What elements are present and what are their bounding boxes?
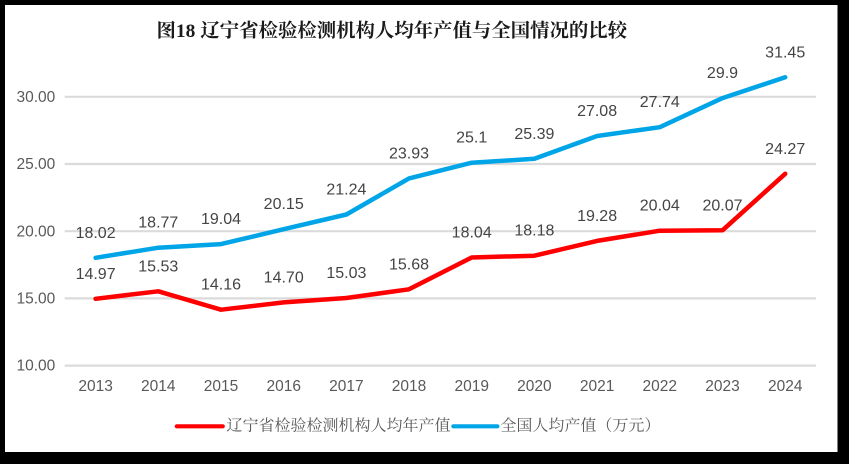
svg-text:25.1: 25.1 (456, 130, 487, 147)
svg-text:20.15: 20.15 (264, 196, 304, 213)
svg-text:19.04: 19.04 (201, 211, 241, 228)
svg-text:2020: 2020 (517, 378, 552, 395)
svg-text:2017: 2017 (329, 378, 363, 395)
svg-text:2022: 2022 (643, 378, 677, 395)
svg-text:25.00: 25.00 (17, 156, 56, 173)
svg-text:2024: 2024 (768, 378, 803, 395)
svg-text:18: 18 (176, 21, 196, 42)
svg-text:14.97: 14.97 (76, 266, 116, 283)
svg-text:25.39: 25.39 (514, 126, 554, 143)
svg-text:20.00: 20.00 (17, 223, 56, 240)
svg-text:15.53: 15.53 (138, 258, 178, 275)
svg-text:15.00: 15.00 (17, 291, 56, 308)
svg-text:18.02: 18.02 (76, 225, 116, 242)
svg-text:27.74: 27.74 (640, 94, 680, 111)
svg-text:2016: 2016 (266, 378, 300, 395)
svg-text:2021: 2021 (580, 378, 614, 395)
svg-text:20.07: 20.07 (702, 197, 742, 214)
svg-text:18.18: 18.18 (514, 223, 554, 240)
svg-text:27.08: 27.08 (577, 103, 617, 120)
svg-text:10.00: 10.00 (17, 358, 56, 375)
svg-text:2015: 2015 (204, 378, 238, 395)
svg-text:2013: 2013 (78, 378, 112, 395)
svg-text:24.27: 24.27 (765, 141, 805, 158)
svg-text:15.68: 15.68 (389, 256, 429, 273)
svg-text:2018: 2018 (392, 378, 426, 395)
svg-text:19.28: 19.28 (577, 208, 617, 225)
svg-text:14.16: 14.16 (201, 277, 241, 294)
svg-text:2023: 2023 (705, 378, 739, 395)
svg-text:29.9: 29.9 (707, 65, 738, 82)
svg-text:21.24: 21.24 (326, 182, 366, 199)
svg-text:20.04: 20.04 (640, 198, 680, 215)
svg-text:14.70: 14.70 (264, 269, 304, 286)
svg-text:31.45: 31.45 (765, 44, 805, 61)
svg-text:18.04: 18.04 (452, 225, 492, 242)
svg-text:2019: 2019 (454, 378, 488, 395)
svg-text:2014: 2014 (141, 378, 176, 395)
svg-text:30.00: 30.00 (17, 89, 56, 106)
svg-text:15.03: 15.03 (326, 265, 366, 282)
svg-text:18.77: 18.77 (138, 215, 178, 232)
svg-text:23.93: 23.93 (389, 145, 429, 162)
